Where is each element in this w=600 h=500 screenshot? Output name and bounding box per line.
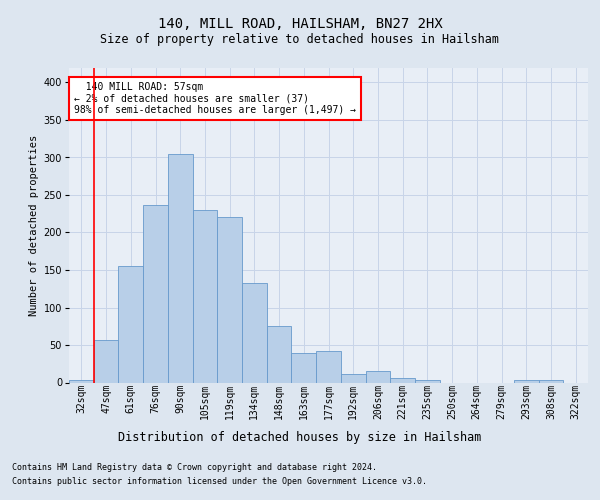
Bar [341,374,365,382]
Bar [514,380,539,382]
Bar [69,380,94,382]
Bar [539,380,563,382]
Text: 140, MILL ROAD, HAILSHAM, BN27 2HX: 140, MILL ROAD, HAILSHAM, BN27 2HX [158,18,442,32]
Bar [292,352,316,382]
Text: 140 MILL ROAD: 57sqm
← 2% of detached houses are smaller (37)
98% of semi-detach: 140 MILL ROAD: 57sqm ← 2% of detached ho… [74,82,356,115]
Y-axis label: Number of detached properties: Number of detached properties [29,134,39,316]
Bar [316,351,341,382]
Bar [390,378,415,382]
Bar [415,380,440,382]
Bar [242,283,267,382]
Text: Contains public sector information licensed under the Open Government Licence v3: Contains public sector information licen… [12,477,427,486]
Bar [267,326,292,382]
Text: Distribution of detached houses by size in Hailsham: Distribution of detached houses by size … [118,431,482,444]
Bar [193,210,217,382]
Bar [94,340,118,382]
Text: Contains HM Land Registry data © Crown copyright and database right 2024.: Contains HM Land Registry data © Crown c… [12,464,377,472]
Bar [217,218,242,382]
Bar [168,154,193,382]
Bar [365,370,390,382]
Text: Size of property relative to detached houses in Hailsham: Size of property relative to detached ho… [101,32,499,46]
Bar [118,266,143,382]
Bar [143,205,168,382]
